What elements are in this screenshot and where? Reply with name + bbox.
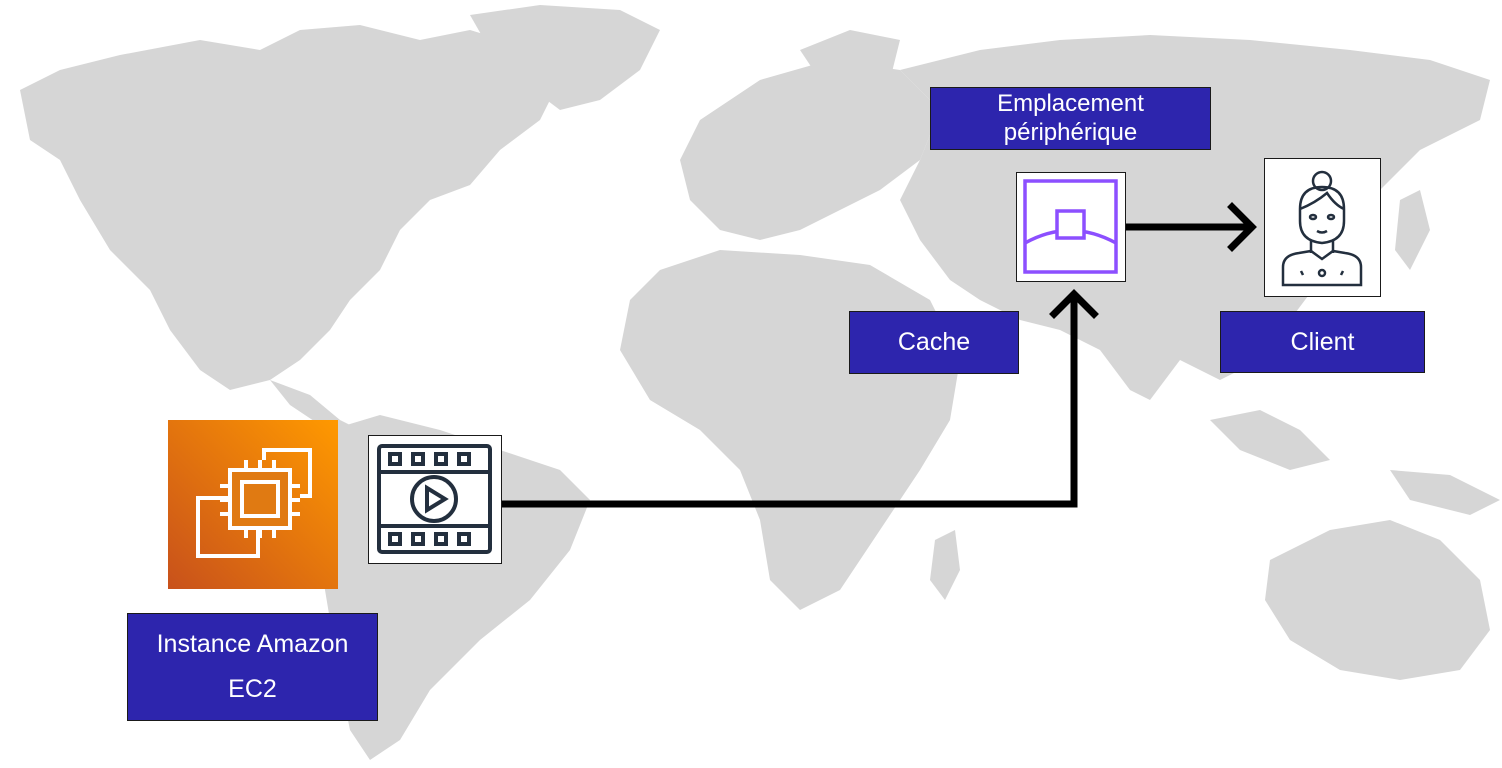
ec2-label-line-1: Instance Amazon — [156, 630, 349, 658]
video-film-icon — [368, 435, 502, 564]
scandinavia-land — [800, 30, 900, 90]
edge-location-label-line-2: périphérique — [1003, 118, 1138, 146]
edge-location-label-line-1: Emplacement — [997, 89, 1144, 117]
edge-location-label: Emplacement périphérique — [930, 87, 1211, 150]
madagascar-land — [930, 530, 960, 600]
user-icon — [1264, 158, 1381, 297]
japan-land — [1395, 190, 1430, 270]
southeast-asia-islands-land — [1210, 410, 1330, 470]
ec2-chip-icon — [168, 420, 338, 589]
cache-label-text: Cache — [897, 328, 971, 356]
client-label: Client — [1220, 311, 1425, 373]
greenland-land — [470, 5, 660, 110]
client-label-text: Client — [1290, 327, 1355, 356]
africa-land — [620, 250, 960, 610]
ec2-label: Instance Amazon EC2 — [127, 613, 378, 721]
north-america-land — [20, 25, 560, 390]
cache-label: Cache — [849, 311, 1019, 374]
ec2-label-line-2: EC2 — [228, 675, 277, 703]
europe-land — [680, 60, 940, 240]
australia-land — [1265, 520, 1490, 680]
edge-location-icon — [1016, 172, 1126, 282]
new-guinea-land — [1390, 470, 1500, 515]
